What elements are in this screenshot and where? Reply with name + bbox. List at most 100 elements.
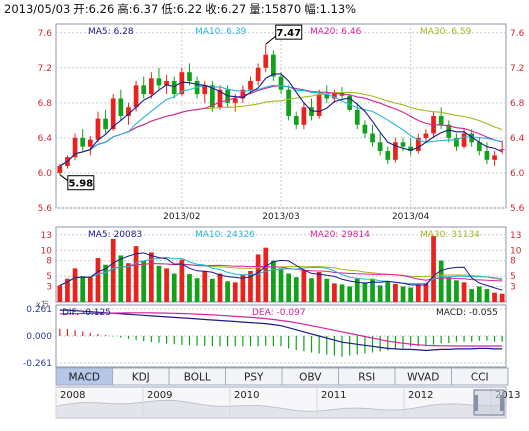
price-legend-value: 6.39: [226, 27, 246, 37]
volume-bar-up: [57, 285, 63, 302]
tab-wvad[interactable]: WVAD: [394, 367, 452, 386]
volume-ma5-line: [59, 252, 503, 291]
volume-bar-down: [309, 278, 314, 302]
volume-ma20-line: [59, 262, 503, 286]
volume-legend-value: 24326: [226, 230, 255, 240]
candle-down: [209, 85, 215, 108]
volume-bar-down: [385, 281, 391, 302]
low-label: 5.98: [68, 179, 93, 190]
tab-macd[interactable]: MACD: [55, 367, 113, 386]
candle-up: [232, 98, 238, 103]
price-legend-colon: :: [445, 27, 451, 37]
high-label-box: [275, 24, 303, 40]
low-pointer: [59, 174, 69, 182]
volume-tick-left: 3: [46, 282, 52, 292]
date-tick-label: 2013/02: [163, 212, 200, 222]
tab-boll[interactable]: BOLL: [168, 367, 226, 386]
price-legend-name: MA10: [195, 27, 221, 37]
price-tick-left: 7.2: [38, 64, 52, 74]
candle-up: [263, 54, 269, 68]
volume-bar-down: [370, 278, 375, 302]
candle-down: [469, 133, 475, 143]
timeline-handle-grip-left: [474, 395, 478, 411]
volume-bar-up: [431, 235, 436, 302]
volume-bar-up: [499, 293, 505, 302]
volume-value: 15870: [265, 2, 302, 16]
volume-bar-up: [332, 283, 337, 302]
candle-up: [423, 133, 429, 138]
candle-up: [393, 142, 398, 160]
tab-cci[interactable]: CCI: [451, 367, 509, 386]
volume-bar-up: [72, 268, 78, 302]
volume-bar-up: [316, 272, 322, 302]
volume-bar-down: [362, 282, 368, 302]
volume-legend-value: 31134: [451, 230, 480, 240]
timeline-year-label: 2012: [408, 390, 433, 401]
volume-tick-left: 10: [41, 246, 53, 256]
macd-legend-colon: :: [76, 308, 82, 318]
volume-legend-name: MA20: [310, 230, 336, 240]
price-panel: 5.6 5.6 6.0 6.0 6.4 6.4 6.8 6.8 7.2 7.2 7.6 7.6 2013…: [38, 24, 525, 222]
price-tick-right: 7.6: [510, 29, 525, 39]
tab-obv[interactable]: OBV: [281, 367, 339, 386]
candle-down: [370, 133, 375, 143]
high-pointer: [265, 35, 277, 45]
tab-psy[interactable]: PSY: [225, 367, 283, 386]
volume-tick-right: 13: [510, 231, 521, 241]
high-value: 6.37: [133, 2, 159, 16]
tab-rsi[interactable]: RSI: [338, 367, 396, 386]
candle-down: [408, 146, 414, 152]
macd-dea-line: [59, 312, 503, 347]
price-tick-left: 5.6: [38, 204, 53, 214]
tab-label: WVAD: [407, 372, 439, 384]
volume-bar-up: [126, 263, 131, 302]
volume-legend-value: 20083: [114, 230, 143, 240]
volume-tick-left: 5: [46, 272, 52, 282]
volume-bar-up: [202, 270, 208, 302]
volume-bar-down: [377, 285, 383, 302]
change-label: 幅:: [304, 2, 319, 16]
volume-bar-up: [179, 259, 185, 302]
candle-down: [187, 72, 192, 81]
change-value: 1.13%: [320, 2, 357, 16]
candle-up: [255, 67, 261, 81]
volume-bar-up: [164, 268, 169, 302]
volume-bar-up: [255, 254, 261, 302]
low-label-box: [67, 175, 95, 191]
price-legend-name: MA20: [310, 27, 336, 37]
volume-bar-up: [248, 270, 253, 302]
price-legend-value: 6.28: [114, 27, 134, 37]
macd-legend-value: -0.097: [277, 308, 306, 318]
price-tick-right: 6.8: [510, 99, 525, 109]
volume-legend-ma30: MA30: 31134: [420, 230, 480, 240]
macd-legend-dea: DEA: -0.097: [252, 308, 306, 318]
candle-up: [301, 107, 307, 125]
indicator-tabs[interactable]: MACD KDJ BOLL PSY OBV RSI WVAD CCI: [55, 367, 509, 386]
candle-down: [156, 78, 162, 86]
macd-legend-value: -0.055: [469, 308, 498, 318]
candle-down: [271, 54, 276, 77]
volume-bar-up: [423, 283, 429, 302]
timeline-navigator[interactable]: 2008 2009 2010 2011 2012 2013: [55, 386, 520, 419]
tab-kdj[interactable]: KDJ: [112, 367, 170, 386]
volume-legend-value: 29814: [341, 230, 370, 240]
volume-tick-left: 8: [46, 257, 52, 267]
timeline-handle[interactable]: [473, 389, 505, 416]
volume-tick-right: 8: [510, 257, 516, 267]
open-value: 6.26: [89, 2, 115, 16]
macd-legend-value: -0.125: [82, 308, 111, 318]
candle-up: [148, 78, 154, 95]
tab-label: OBV: [299, 372, 322, 384]
volume-bar-down: [454, 280, 459, 302]
volume-bar-down: [171, 273, 177, 302]
candle-down: [171, 80, 177, 95]
candle-down: [400, 142, 406, 147]
price-legend-value: 6.46: [341, 27, 361, 37]
low-label: 低:: [161, 2, 176, 16]
timeline-year-label: 2013: [495, 390, 520, 401]
candle-up: [87, 139, 93, 147]
candle-down: [454, 137, 459, 147]
candle-down: [362, 124, 368, 134]
volume-bar-down: [286, 273, 291, 302]
volume-tick-left: 13: [41, 231, 52, 241]
